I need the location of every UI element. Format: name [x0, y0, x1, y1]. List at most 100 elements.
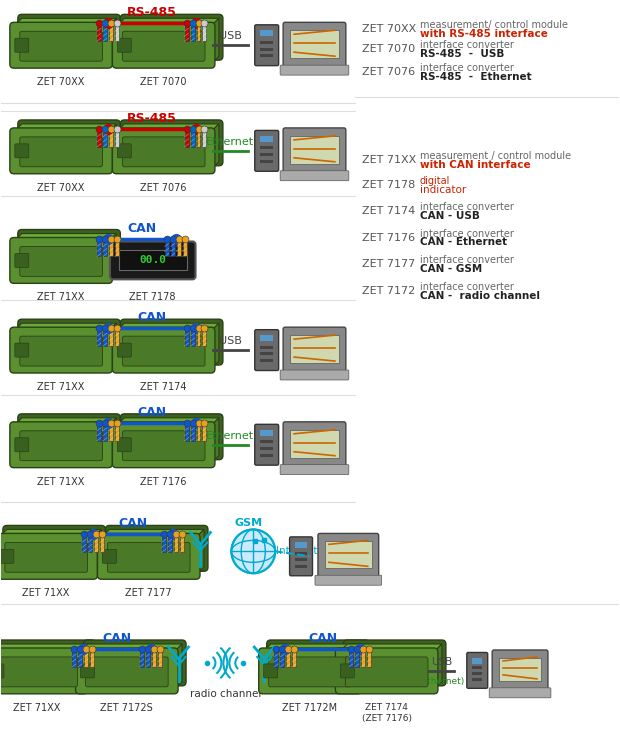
Bar — [203, 23, 206, 41]
Polygon shape — [102, 530, 204, 538]
Bar — [197, 23, 200, 41]
Text: CAN: CAN — [118, 518, 148, 530]
Bar — [182, 238, 187, 256]
FancyBboxPatch shape — [318, 533, 379, 578]
Bar — [97, 423, 101, 441]
Polygon shape — [94, 530, 102, 575]
Bar — [109, 129, 113, 147]
FancyBboxPatch shape — [20, 430, 102, 460]
Bar — [84, 649, 88, 667]
Bar — [167, 535, 172, 552]
Text: ZET 70XX: ZET 70XX — [37, 77, 85, 87]
Text: interface converter: interface converter — [420, 40, 513, 50]
Bar — [197, 423, 200, 441]
Bar — [185, 423, 188, 441]
FancyBboxPatch shape — [283, 422, 346, 468]
Polygon shape — [357, 644, 365, 690]
FancyBboxPatch shape — [20, 336, 102, 366]
FancyBboxPatch shape — [15, 438, 29, 452]
FancyBboxPatch shape — [10, 128, 112, 174]
Bar — [290, 430, 339, 457]
Bar — [174, 535, 177, 552]
FancyBboxPatch shape — [280, 65, 349, 75]
Text: interface converter: interface converter — [420, 256, 513, 266]
Polygon shape — [14, 18, 117, 26]
Bar — [325, 542, 372, 568]
Bar — [355, 649, 359, 667]
Polygon shape — [108, 418, 117, 464]
Bar — [260, 136, 273, 142]
Bar — [170, 238, 175, 256]
Bar — [100, 535, 104, 552]
Text: ZET 7172S: ZET 7172S — [100, 703, 153, 712]
Bar — [190, 423, 195, 441]
Text: ZET 71XX: ZET 71XX — [12, 703, 60, 712]
FancyBboxPatch shape — [0, 664, 4, 678]
FancyBboxPatch shape — [345, 657, 428, 687]
Polygon shape — [196, 530, 204, 575]
FancyBboxPatch shape — [122, 32, 205, 62]
Bar — [260, 153, 273, 156]
FancyBboxPatch shape — [107, 542, 190, 572]
Text: indicator: indicator — [420, 184, 466, 195]
Bar — [162, 535, 166, 552]
Bar — [109, 238, 113, 256]
Bar — [115, 238, 119, 256]
FancyBboxPatch shape — [0, 640, 95, 686]
Text: ZET 7172: ZET 7172 — [361, 286, 415, 296]
FancyBboxPatch shape — [117, 144, 131, 158]
Text: CAN: CAN — [137, 406, 166, 418]
Text: CAN -  radio channel: CAN - radio channel — [420, 291, 539, 302]
FancyBboxPatch shape — [15, 144, 29, 158]
Bar — [90, 649, 94, 667]
Bar — [203, 129, 206, 147]
Text: USB: USB — [431, 657, 452, 667]
Polygon shape — [0, 644, 92, 652]
Polygon shape — [117, 124, 219, 132]
FancyBboxPatch shape — [280, 465, 349, 475]
FancyBboxPatch shape — [120, 120, 223, 166]
Bar — [177, 238, 180, 256]
Bar — [260, 40, 273, 44]
FancyBboxPatch shape — [10, 327, 112, 373]
Bar — [180, 535, 184, 552]
Bar — [115, 423, 119, 441]
FancyBboxPatch shape — [122, 137, 205, 166]
Text: ZET 7076: ZET 7076 — [361, 68, 415, 77]
Text: Internet: Internet — [276, 546, 317, 556]
Bar — [103, 23, 107, 41]
FancyBboxPatch shape — [264, 664, 278, 678]
FancyBboxPatch shape — [20, 247, 102, 276]
FancyBboxPatch shape — [112, 22, 215, 68]
FancyBboxPatch shape — [18, 414, 120, 460]
Bar — [185, 328, 188, 346]
FancyBboxPatch shape — [283, 22, 346, 68]
Text: interface converter: interface converter — [420, 202, 513, 211]
Text: radio channel: radio channel — [190, 688, 261, 699]
Text: RS-485: RS-485 — [126, 112, 177, 125]
Bar — [292, 649, 296, 667]
Bar — [260, 447, 273, 450]
FancyBboxPatch shape — [280, 370, 349, 380]
FancyBboxPatch shape — [5, 542, 87, 572]
Text: (Ethernet): (Ethernet) — [418, 677, 464, 686]
Text: CAN: CAN — [102, 632, 131, 645]
Text: RS-485  -  USB: RS-485 - USB — [420, 50, 504, 59]
Text: USB: USB — [219, 336, 242, 346]
Text: ZET 7174: ZET 7174 — [140, 382, 187, 392]
FancyBboxPatch shape — [112, 422, 215, 468]
Circle shape — [231, 530, 275, 573]
Bar — [103, 129, 107, 147]
FancyBboxPatch shape — [76, 648, 178, 694]
Bar — [97, 129, 101, 147]
Text: RS-485: RS-485 — [126, 6, 177, 20]
Bar — [472, 678, 482, 681]
Text: with RS-485 interface: with RS-485 interface — [420, 29, 547, 39]
FancyBboxPatch shape — [18, 230, 120, 275]
FancyBboxPatch shape — [255, 25, 278, 66]
Polygon shape — [79, 644, 182, 652]
FancyBboxPatch shape — [117, 343, 131, 357]
Bar — [140, 649, 144, 667]
FancyBboxPatch shape — [15, 38, 29, 53]
Polygon shape — [117, 418, 219, 426]
